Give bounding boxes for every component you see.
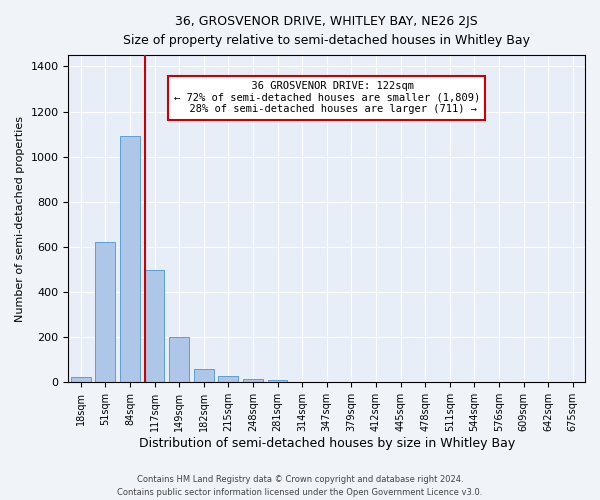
Bar — [120, 136, 140, 382]
Bar — [194, 369, 214, 382]
Y-axis label: Number of semi-detached properties: Number of semi-detached properties — [15, 116, 25, 322]
Title: 36, GROSVENOR DRIVE, WHITLEY BAY, NE26 2JS
Size of property relative to semi-det: 36, GROSVENOR DRIVE, WHITLEY BAY, NE26 2… — [123, 15, 530, 47]
Bar — [95, 242, 115, 382]
Bar — [268, 380, 287, 382]
X-axis label: Distribution of semi-detached houses by size in Whitley Bay: Distribution of semi-detached houses by … — [139, 437, 515, 450]
Bar — [145, 270, 164, 382]
Bar — [71, 376, 91, 382]
Text: Contains HM Land Registry data © Crown copyright and database right 2024.
Contai: Contains HM Land Registry data © Crown c… — [118, 476, 482, 497]
Bar — [243, 379, 263, 382]
Text: 36 GROSVENOR DRIVE: 122sqm
← 72% of semi-detached houses are smaller (1,809)
  2: 36 GROSVENOR DRIVE: 122sqm ← 72% of semi… — [173, 82, 480, 114]
Bar — [218, 376, 238, 382]
Bar — [169, 337, 189, 382]
